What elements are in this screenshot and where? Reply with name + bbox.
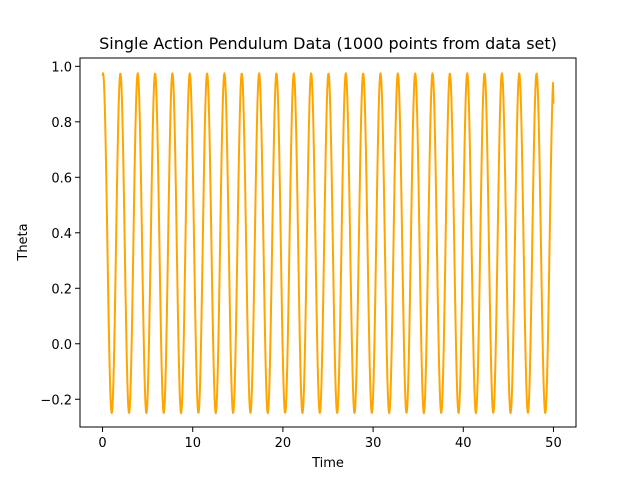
y-tick-label: 1.0 [51,60,72,75]
x-tick-label: 50 [545,436,562,451]
x-tick-label: 40 [455,436,472,451]
theta-series-line [101,72,555,415]
y-axis: −0.2 0.0 0.2 0.4 0.6 0.8 1.0 [40,60,80,408]
chart-title: Single Action Pendulum Data (1000 points… [99,34,557,53]
y-axis-label: Theta [16,223,31,261]
x-axis: 0 10 20 30 40 50 [98,427,562,451]
y-tick-label: 0.2 [51,282,72,297]
y-tick-label: 0.8 [51,116,72,131]
y-tick-label: 0.6 [51,171,72,186]
plot-area [101,72,555,415]
x-tick-label: 10 [184,436,201,451]
x-axis-label: Time [311,456,344,471]
plot-frame [79,57,577,428]
x-tick-label: 20 [275,436,292,451]
x-tick-label: 30 [365,436,382,451]
x-tick-label: 0 [98,436,106,451]
y-tick-label: −0.2 [40,393,72,408]
y-tick-label: 0.4 [51,227,72,242]
y-tick-label: 0.0 [51,338,72,353]
